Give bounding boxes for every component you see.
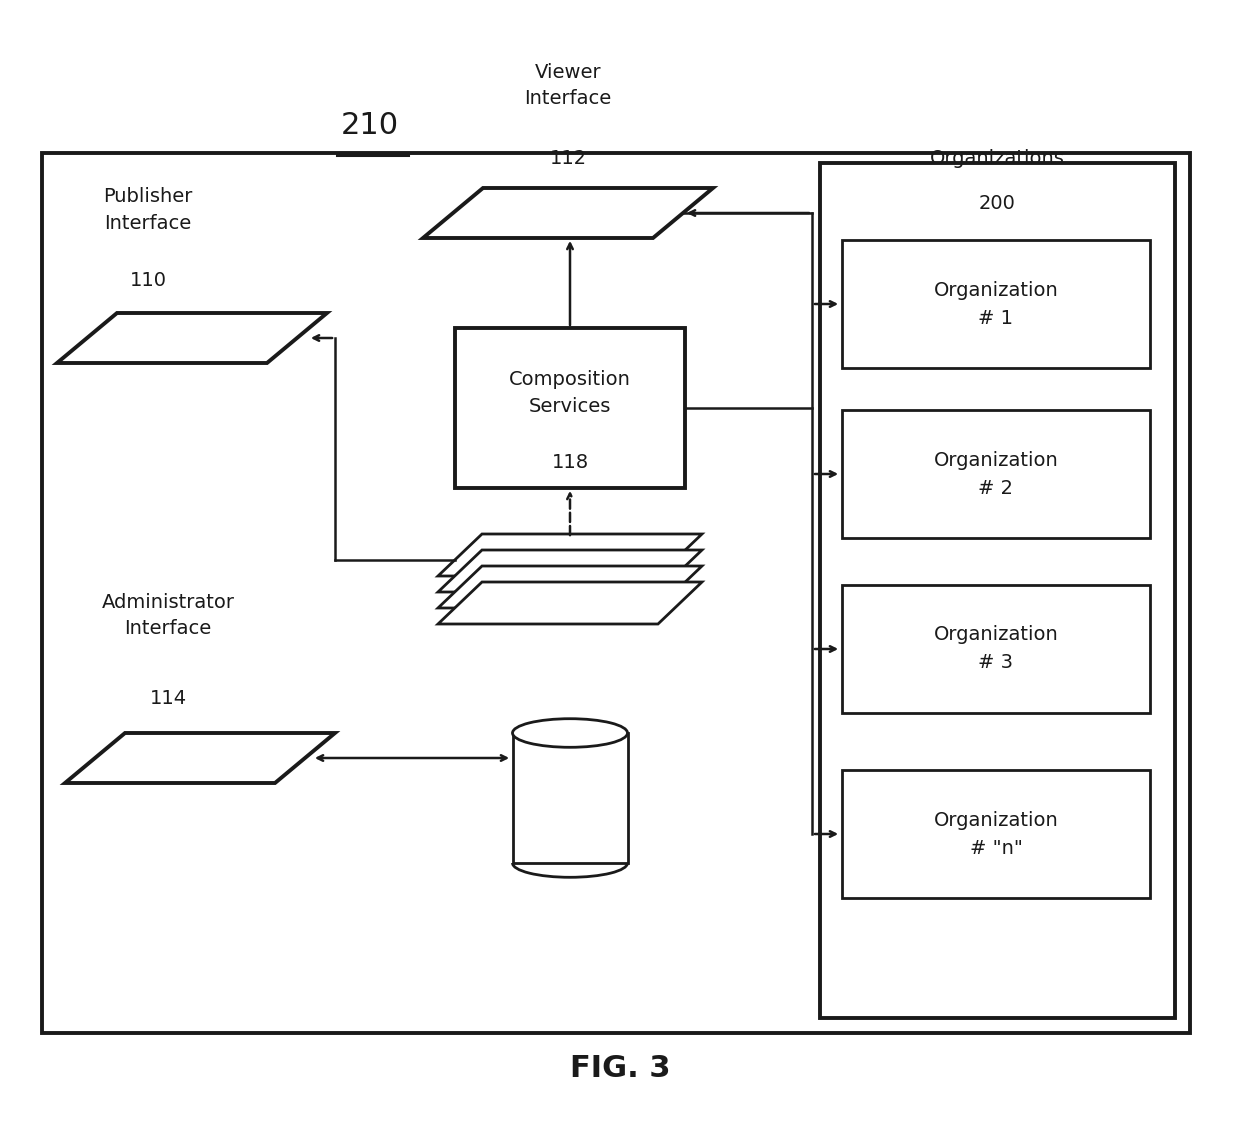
- Text: Organizations: Organizations: [930, 149, 1064, 168]
- Text: Viewer
Interface: Viewer Interface: [525, 62, 611, 108]
- Text: 118: 118: [552, 453, 589, 473]
- Text: 110: 110: [129, 271, 166, 290]
- Polygon shape: [438, 582, 702, 624]
- Bar: [842, 240, 1149, 368]
- Text: Organization
# 1: Organization # 1: [934, 281, 1059, 327]
- Polygon shape: [64, 733, 335, 783]
- Bar: [842, 409, 1149, 538]
- Text: Organization
# "n": Organization # "n": [934, 811, 1059, 857]
- Text: Publisher
Interface: Publisher Interface: [103, 187, 192, 233]
- Text: FIG. 3: FIG. 3: [569, 1054, 671, 1083]
- Polygon shape: [423, 188, 713, 238]
- Bar: [455, 328, 684, 488]
- Text: 112: 112: [549, 149, 587, 168]
- Text: Administrator
Interface: Administrator Interface: [102, 592, 234, 638]
- Polygon shape: [438, 550, 702, 592]
- Bar: [842, 585, 1149, 713]
- Text: 210: 210: [341, 111, 399, 140]
- Polygon shape: [438, 534, 702, 576]
- Bar: [42, 153, 1190, 1033]
- Bar: [512, 733, 627, 863]
- Bar: [820, 164, 1176, 1017]
- Text: 114: 114: [150, 689, 186, 708]
- Text: Composition
Services: Composition Services: [510, 370, 631, 416]
- Text: Organization
# 3: Organization # 3: [934, 626, 1059, 672]
- Text: Organization
# 2: Organization # 2: [934, 450, 1059, 497]
- Text: 200: 200: [978, 194, 1016, 213]
- Bar: [842, 770, 1149, 898]
- Polygon shape: [57, 312, 327, 363]
- Polygon shape: [438, 566, 702, 608]
- Ellipse shape: [512, 719, 627, 748]
